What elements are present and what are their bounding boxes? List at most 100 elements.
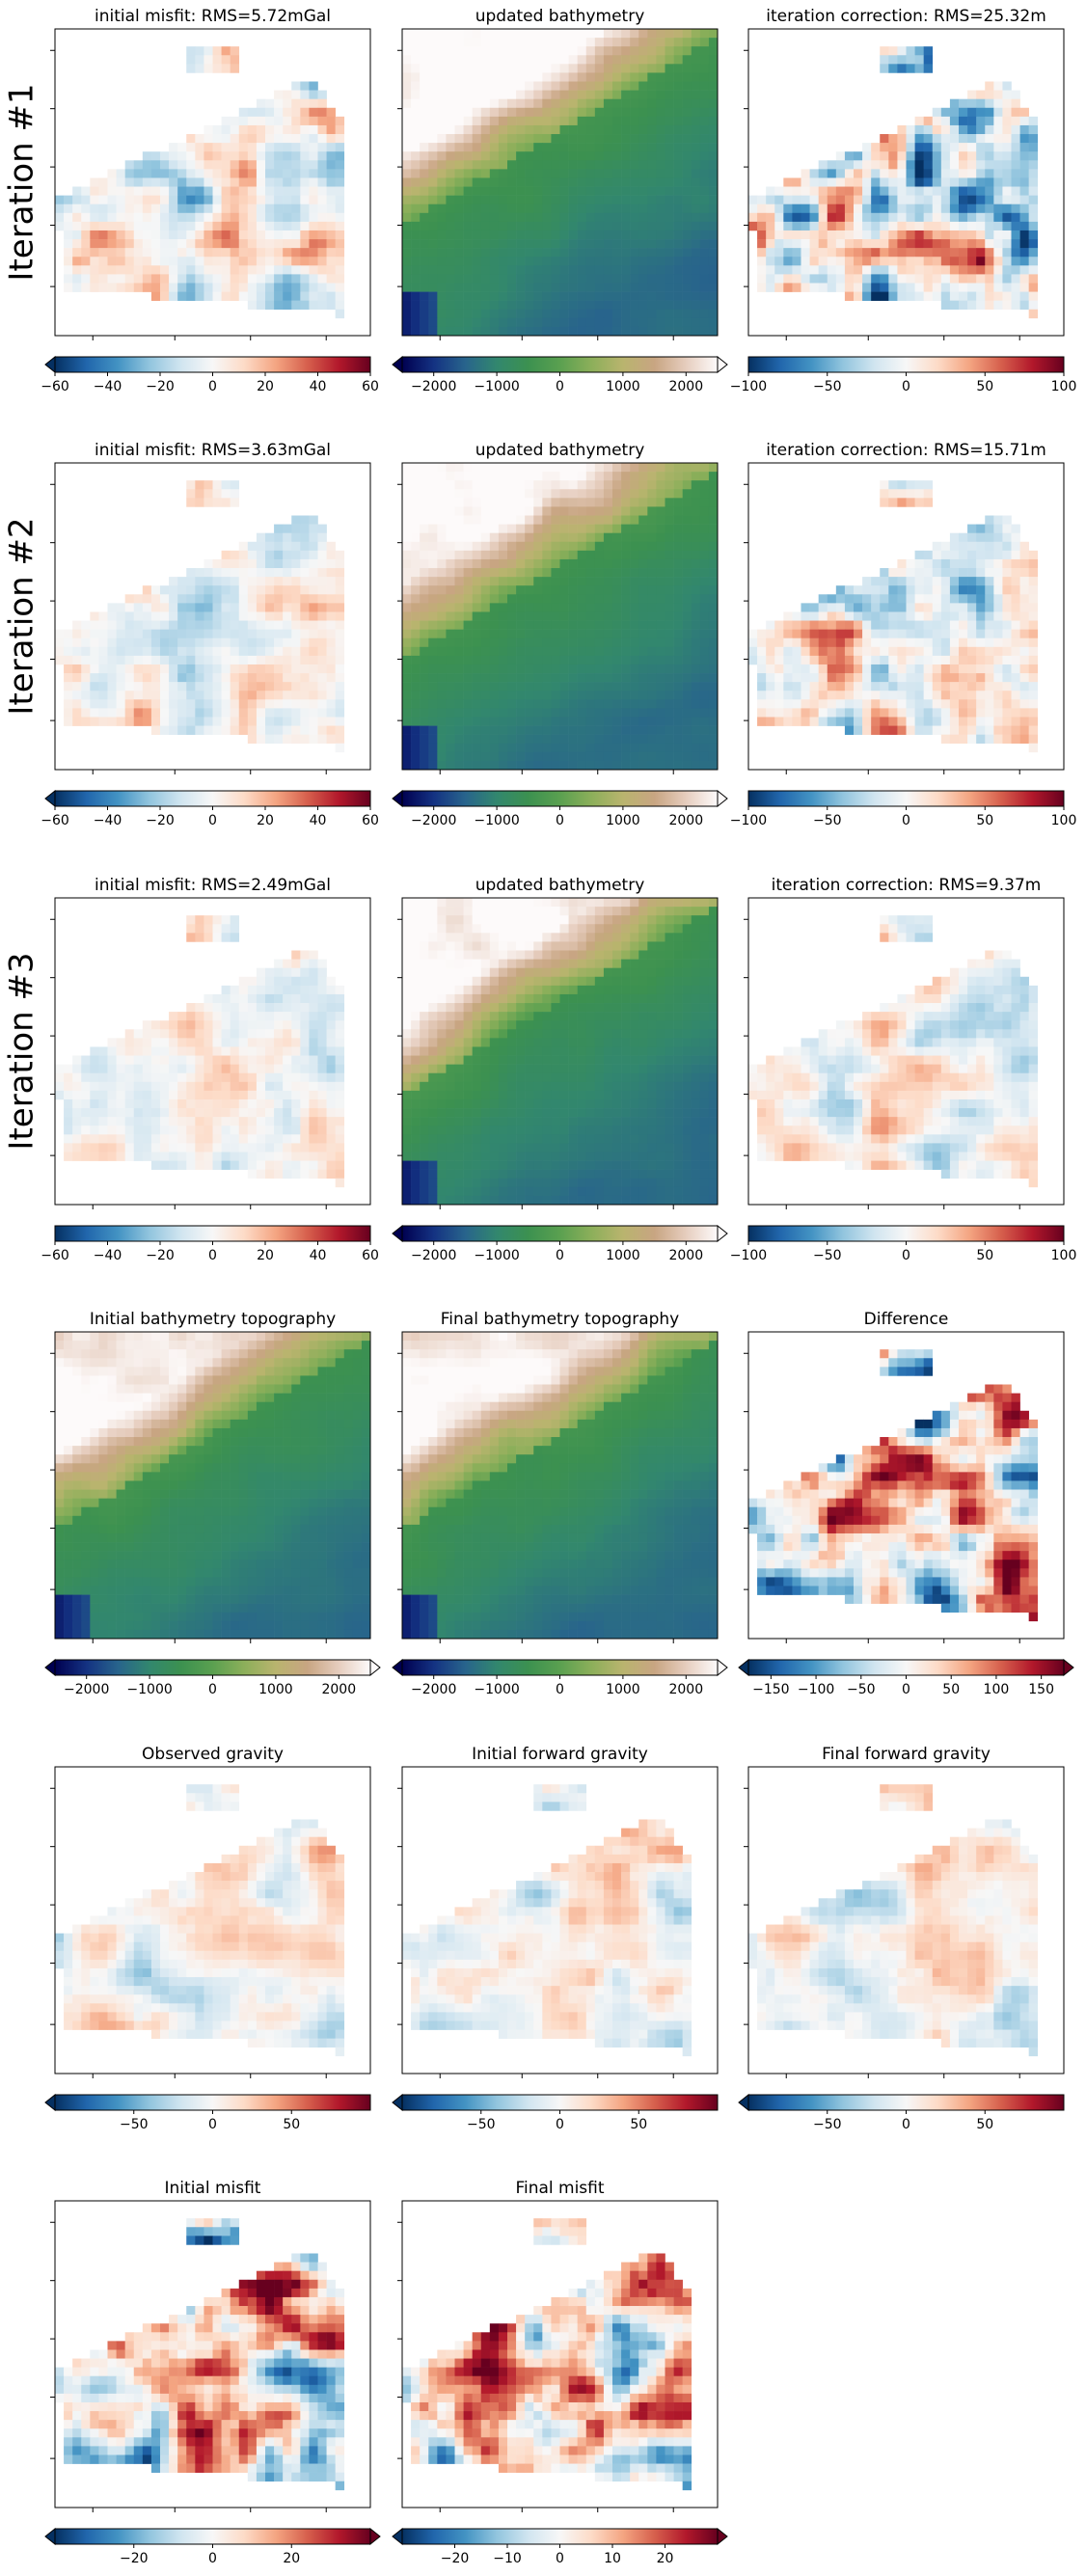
panel-12: Difference −150 −100 −50 0 50 100 150 (738, 1310, 1074, 1697)
colorbar-tick-label: 0 (902, 1682, 910, 1697)
colorbar-tick-label: 2000 (668, 379, 703, 394)
panel-7: initial misfit: RMS=2.49mGal −60 −40 −20 0 20… (41, 876, 379, 1263)
heatmap-field (748, 46, 1039, 319)
colorbar-tick-label: 50 (630, 2117, 647, 2132)
panel-8: updated bathymetry −2000 −1000 0 1000 2000 (392, 876, 728, 1263)
colorbar: −150 −100 −50 0 50 100 150 (738, 1658, 1074, 1697)
panel-6: iteration correction: RMS=15.71m −100 −50 0… (730, 441, 1077, 828)
colorbar: −100 −50 0 50 100 (730, 1225, 1077, 1263)
colorbar-tick-label: 50 (976, 379, 993, 394)
axes-frame (747, 1766, 1065, 2074)
colorbar-extend-min (392, 1658, 403, 1677)
colorbar-tick-label: −1000 (474, 379, 519, 394)
colorbar: −50 0 50 (44, 2093, 371, 2132)
colorbar-gradient (401, 356, 719, 373)
colorbar-tick-label: −2000 (411, 1682, 456, 1697)
colorbar-tick-label: −2000 (411, 1248, 456, 1263)
heatmap-field (55, 480, 345, 753)
colorbar-gradient (747, 790, 1065, 807)
axes-frame (401, 1766, 719, 2074)
colorbar-tick-label: −50 (467, 2117, 496, 2132)
colorbar-tick-label: −2000 (64, 1682, 109, 1697)
colorbar: −2000 −1000 0 1000 2000 (392, 1658, 728, 1697)
panel-title: iteration correction: RMS=9.37m (772, 876, 1042, 895)
colorbar-tick-label: 0 (556, 2117, 564, 2132)
colorbar-tick-label: −2000 (411, 813, 456, 828)
colorbar-tick-label: 0 (902, 379, 910, 394)
panel-title: Final forward gravity (822, 1745, 991, 1764)
colorbar-tick-label: 50 (976, 2117, 993, 2132)
heatmap-field (55, 915, 345, 1188)
axes-frame (401, 897, 719, 1206)
colorbar-tick-label: −50 (813, 813, 842, 828)
colorbar-tick-label: 2000 (321, 1682, 356, 1697)
panel-title: initial misfit: RMS=3.63mGal (95, 441, 331, 460)
panel-title: initial misfit: RMS=5.72mGal (95, 7, 331, 26)
colorbar-extend-min (44, 2093, 56, 2112)
heatmap-field (748, 1349, 1039, 1622)
colorbar-tick-label: −50 (120, 2117, 149, 2132)
colorbar-tick-label: 50 (976, 813, 993, 828)
panel-15: Final forward gravity −50 0 50 (738, 1745, 1065, 2132)
axes-frame (747, 897, 1065, 1206)
colorbar-extend-max (717, 1658, 728, 1677)
colorbar-tick-label: −50 (813, 1248, 842, 1263)
panel-1: initial misfit: RMS=5.72mGal −60 −40 −20 0 20… (41, 7, 379, 394)
colorbar-tick-label: 10 (604, 2551, 621, 2566)
colorbar-gradient (54, 2528, 371, 2545)
colorbar: −60 −40 −20 0 20 40 60 (41, 1225, 379, 1263)
colorbar-tick-label: −100 (730, 379, 767, 394)
row-label: Iteration #1 (3, 83, 41, 281)
colorbar-gradient (54, 1659, 371, 1676)
panel-13: Observed gravity −50 0 50 (44, 1745, 371, 2132)
panel-title: Initial forward gravity (472, 1745, 648, 1764)
colorbar-tick-label: 100 (1051, 1248, 1077, 1263)
colorbar-tick-label: 60 (362, 813, 379, 828)
colorbar: −50 0 50 (738, 2093, 1065, 2132)
axes-frame (747, 28, 1065, 337)
colorbar-tick-label: −20 (441, 2551, 470, 2566)
colorbar-extend-min (44, 1658, 56, 1677)
axes-frame (54, 2200, 371, 2508)
panel-14: Initial forward gravity −50 0 50 (392, 1745, 719, 2132)
colorbar-tick-label: 100 (984, 1682, 1010, 1697)
colorbar: −50 0 50 (392, 2093, 719, 2132)
colorbar-tick-label: 1000 (606, 1682, 640, 1697)
colorbar-tick-label: 50 (283, 2117, 300, 2132)
colorbar-gradient (747, 1659, 1065, 1676)
colorbar-extend-min (392, 1224, 403, 1243)
panel-17: Final misfit −20 −10 0 10 20 (392, 2179, 728, 2566)
panel-5: updated bathymetry −2000 −1000 0 1000 2000 (392, 441, 728, 828)
colorbar-tick-label: −100 (730, 813, 767, 828)
panel-11: Final bathymetry topography −2000 −1000 0 10… (392, 1310, 728, 1697)
panel-title: initial misfit: RMS=2.49mGal (95, 876, 331, 895)
panel-title: Final misfit (515, 2179, 604, 2198)
colorbar-gradient (54, 790, 371, 807)
colorbar-tick-label: −20 (146, 813, 175, 828)
colorbar-tick-label: 40 (310, 379, 327, 394)
axes-frame (401, 28, 719, 337)
colorbar-extend-max (369, 2527, 381, 2546)
colorbar-tick-label: 0 (208, 2117, 217, 2132)
colorbar-tick-label: −1000 (474, 1248, 519, 1263)
colorbar-tick-label: 0 (556, 1248, 564, 1263)
colorbar: −2000 −1000 0 1000 2000 (392, 789, 728, 828)
colorbar-tick-label: 50 (942, 1682, 960, 1697)
colorbar-extend-max (717, 2527, 728, 2546)
panel-4: initial misfit: RMS=3.63mGal −60 −40 −20 0 20… (41, 441, 379, 828)
heatmap-field (55, 2218, 345, 2491)
colorbar-extend-max (717, 789, 728, 808)
colorbar-tick-label: 20 (283, 2551, 300, 2566)
colorbar: −20 −10 0 10 20 (392, 2527, 728, 2566)
colorbar-tick-label: 0 (208, 1248, 217, 1263)
colorbar-tick-label: −1000 (474, 1682, 519, 1697)
colorbar-tick-label: 0 (208, 379, 217, 394)
colorbar-tick-label: 100 (1051, 813, 1077, 828)
colorbar-tick-label: 20 (257, 379, 274, 394)
colorbar-tick-label: −20 (120, 2551, 149, 2566)
colorbar-gradient (54, 356, 371, 373)
colorbar-tick-label: 2000 (668, 1682, 703, 1697)
colorbar-extend-min (392, 789, 403, 808)
colorbar-tick-label: 0 (556, 1682, 564, 1697)
